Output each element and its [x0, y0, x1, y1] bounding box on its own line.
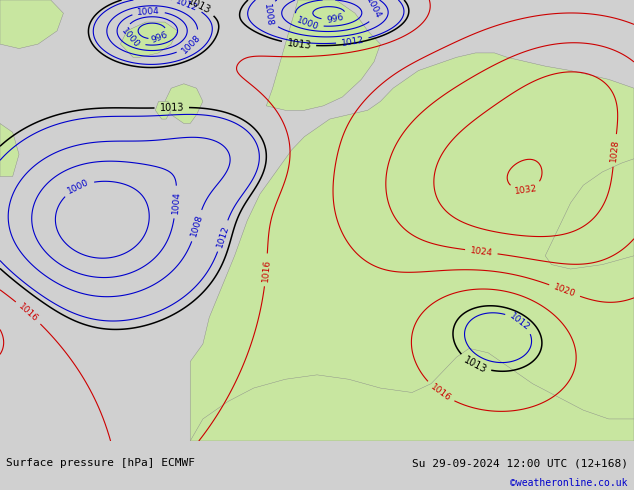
- Text: ©weatheronline.co.uk: ©weatheronline.co.uk: [510, 478, 628, 488]
- Text: 1004: 1004: [137, 6, 160, 17]
- Text: 1016: 1016: [429, 382, 452, 403]
- Text: 1012: 1012: [215, 224, 230, 248]
- Text: 1028: 1028: [609, 139, 620, 162]
- Text: 1008: 1008: [179, 33, 202, 55]
- Text: 996: 996: [326, 13, 344, 25]
- Text: 1016: 1016: [261, 258, 272, 282]
- Text: 1012: 1012: [175, 0, 199, 13]
- Text: 1024: 1024: [469, 246, 493, 258]
- Text: 1012: 1012: [340, 35, 365, 48]
- Text: 1013: 1013: [159, 102, 184, 113]
- Text: Su 29-09-2024 12:00 UTC (12+168): Su 29-09-2024 12:00 UTC (12+168): [411, 458, 628, 468]
- Text: 1008: 1008: [189, 213, 204, 238]
- Text: 1008: 1008: [261, 3, 273, 27]
- Text: 1004: 1004: [364, 0, 382, 20]
- Text: 1032: 1032: [514, 184, 538, 196]
- Text: 1000: 1000: [120, 26, 141, 50]
- Text: Surface pressure [hPa] ECMWF: Surface pressure [hPa] ECMWF: [6, 458, 195, 468]
- Text: 1013: 1013: [186, 0, 212, 16]
- Text: 996: 996: [150, 30, 169, 45]
- Text: 1000: 1000: [66, 178, 91, 196]
- Text: 1020: 1020: [552, 282, 577, 299]
- Text: 1013: 1013: [462, 354, 488, 375]
- Text: 1016: 1016: [16, 302, 40, 324]
- Text: 1004: 1004: [171, 190, 181, 214]
- Text: 1000: 1000: [295, 15, 320, 31]
- Text: 1013: 1013: [286, 38, 312, 51]
- Text: 1012: 1012: [508, 311, 532, 332]
